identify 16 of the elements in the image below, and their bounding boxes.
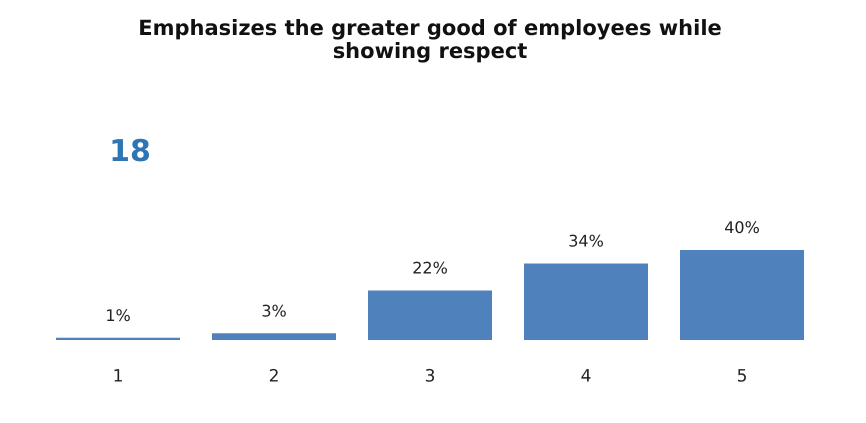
- data-label: 40%: [724, 218, 760, 237]
- data-label: 3%: [261, 301, 287, 320]
- x-tick-label: 3: [424, 366, 436, 386]
- bar: [212, 333, 336, 340]
- bar: [368, 290, 492, 340]
- text: 18: [109, 134, 151, 169]
- bar: [680, 250, 804, 340]
- x-tick-label: 1: [112, 366, 124, 386]
- chart-title: Emphasizes the greater good of employees while showing respect: [138, 16, 722, 63]
- x-tick-label: 5: [736, 366, 748, 386]
- x-tick-label: 4: [580, 366, 592, 386]
- data-label: 34%: [568, 232, 604, 250]
- data-label: 22%: [412, 258, 448, 278]
- bar: [524, 264, 648, 340]
- data-label: 1%: [105, 306, 131, 325]
- x-tick-label: 2: [268, 366, 280, 386]
